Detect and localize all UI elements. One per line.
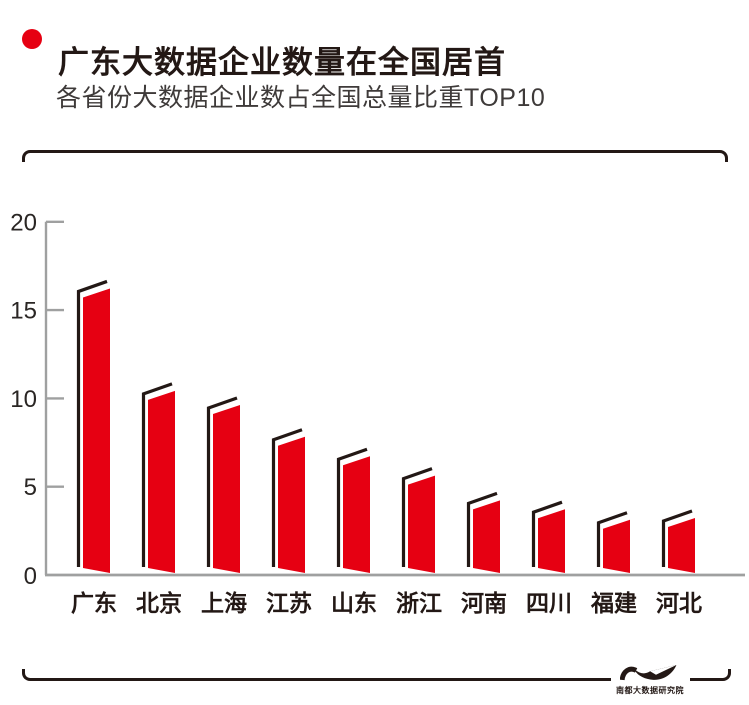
y-axis-label: 5 bbox=[24, 474, 37, 501]
x-axis-label: 四川 bbox=[526, 590, 572, 616]
x-axis-label: 江苏 bbox=[266, 590, 312, 616]
x-axis-label: 河北 bbox=[656, 590, 702, 616]
x-axis-label: 山东 bbox=[331, 590, 377, 616]
bar bbox=[148, 390, 175, 573]
chart-subtitle: 各省份大数据企业数占全国总量比重TOP10 bbox=[56, 84, 546, 112]
x-axis-label: 上海 bbox=[201, 590, 247, 616]
bar bbox=[408, 475, 435, 573]
bar-outline bbox=[596, 511, 628, 567]
bar bbox=[668, 518, 695, 573]
nandu-logo-icon bbox=[620, 665, 677, 681]
bar-outline bbox=[661, 509, 693, 567]
x-axis-label: 浙江 bbox=[396, 590, 442, 616]
bar-outline bbox=[141, 382, 173, 567]
x-axis-label: 福建 bbox=[590, 590, 637, 616]
x-axis-label: 北京 bbox=[136, 590, 182, 616]
y-axis-label: 15 bbox=[10, 298, 37, 325]
bar bbox=[83, 288, 110, 573]
bullet-icon bbox=[22, 29, 42, 49]
y-axis-label: 10 bbox=[10, 386, 37, 413]
bar-outline bbox=[531, 500, 563, 567]
y-axis-label: 20 bbox=[10, 209, 37, 236]
logo-caption: 南都大数据研究院 bbox=[616, 686, 684, 695]
top-bracket-line bbox=[22, 150, 728, 162]
bar-outline bbox=[206, 396, 238, 567]
bar-outline bbox=[466, 491, 498, 567]
bar-outline bbox=[271, 428, 303, 567]
bar bbox=[213, 404, 240, 573]
bar bbox=[278, 436, 305, 573]
y-axis-label: 0 bbox=[24, 563, 37, 590]
x-axis-label: 广东 bbox=[71, 590, 117, 616]
bar-outline bbox=[401, 467, 433, 567]
bar bbox=[603, 519, 630, 573]
bottom-bracket-line-left bbox=[22, 669, 611, 681]
bar-outline bbox=[76, 279, 108, 567]
bar bbox=[473, 500, 500, 573]
bar bbox=[343, 456, 370, 573]
x-axis-label: 河南 bbox=[461, 590, 507, 616]
page-title: 广东大数据企业数量在全国居首 bbox=[58, 44, 506, 80]
bar-outline bbox=[336, 447, 368, 567]
bottom-bracket-line-right bbox=[690, 669, 731, 681]
bar bbox=[538, 509, 565, 573]
